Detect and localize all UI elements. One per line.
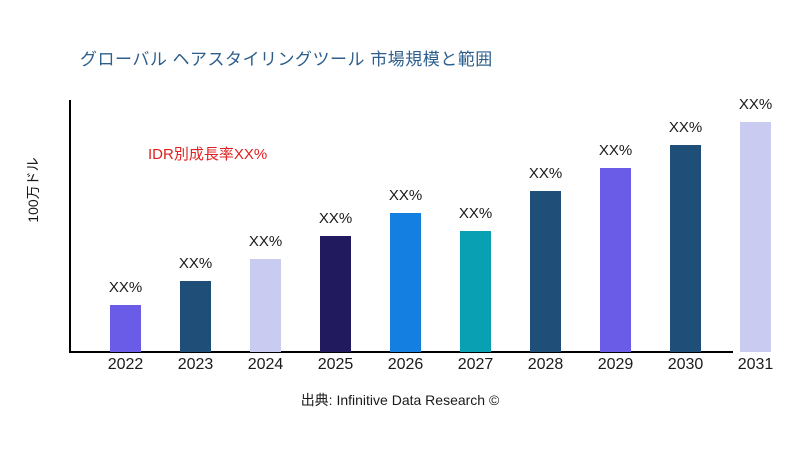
bar-value-label-2023: XX% [178, 255, 213, 272]
x-tick-label-2025: 2025 [317, 356, 354, 373]
bar-2029 [600, 168, 631, 352]
bar-value-label-2031: XX% [738, 96, 773, 113]
x-tick-label-2024: 2024 [247, 356, 284, 373]
x-tick-label-2027: 2027 [457, 356, 494, 373]
y-axis-line [69, 100, 71, 353]
bar-value-label-2028: XX% [528, 165, 563, 182]
x-tick-label-2029: 2029 [597, 356, 634, 373]
bar-value-label-2025: XX% [318, 210, 353, 227]
x-tick-label-2022: 2022 [107, 356, 144, 373]
bar-2025 [320, 236, 351, 352]
bar-2031 [740, 122, 771, 352]
x-tick-label-2028: 2028 [527, 356, 564, 373]
bar-2024 [250, 259, 281, 352]
bar-value-label-2030: XX% [668, 119, 703, 136]
bar-2023 [180, 281, 211, 352]
x-tick-label-2026: 2026 [387, 356, 424, 373]
y-axis-label: 100万ドル [25, 157, 41, 223]
bar-value-label-2026: XX% [388, 187, 423, 204]
x-axis-line [69, 351, 733, 353]
x-tick-label-2023: 2023 [177, 356, 214, 373]
x-tick-label-2030: 2030 [667, 356, 704, 373]
bar-2022 [110, 305, 141, 352]
bar-value-label-2022: XX% [108, 279, 143, 296]
chart-title: グローバル ヘアスタイリングツール 市場規模と範囲 [80, 50, 493, 69]
growth-rate-annotation: IDR別成長率XX% [148, 146, 268, 163]
bar-2027 [460, 231, 491, 352]
source-attribution: 出典: Infinitive Data Research © [300, 392, 500, 408]
bar-2026 [390, 213, 421, 352]
bar-2028 [530, 191, 561, 352]
bar-value-label-2024: XX% [248, 233, 283, 250]
bar-value-label-2029: XX% [598, 142, 633, 159]
x-tick-label-2031: 2031 [737, 356, 774, 373]
bar-2030 [670, 145, 701, 352]
bar-value-label-2027: XX% [458, 205, 493, 222]
